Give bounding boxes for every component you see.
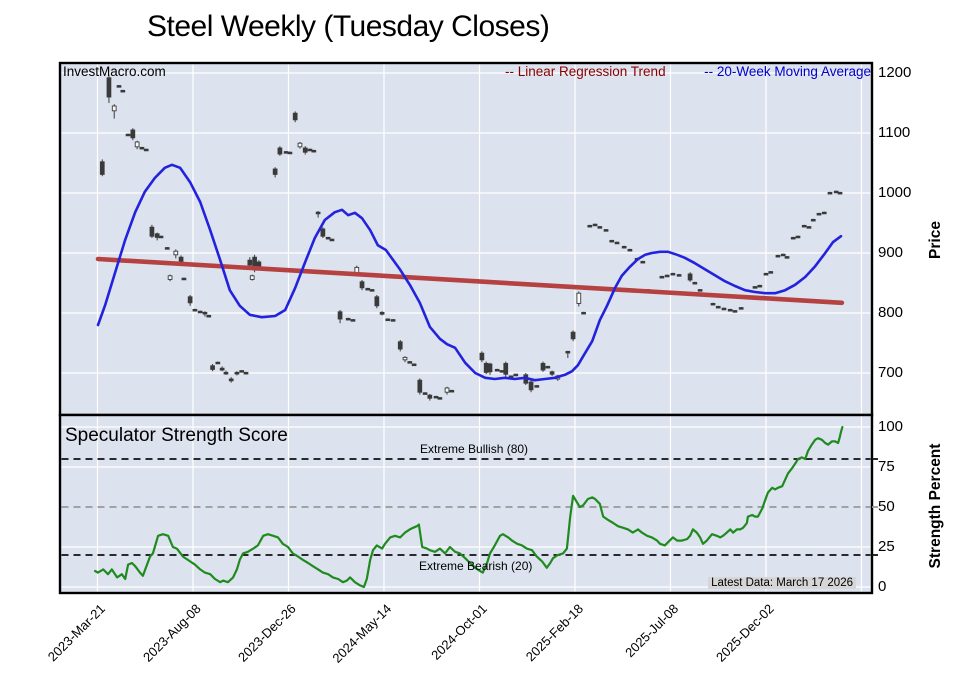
latest-data-label: Latest Data: March 17 2026 (708, 577, 856, 589)
price-tick-label: 1000 (878, 184, 912, 201)
price-tick-label: 1100 (878, 124, 911, 141)
strength-tick-label: 0 (878, 578, 887, 595)
extreme-bearish-label: Extreme Bearish (20) (419, 559, 533, 573)
legend-item-regression: -- Linear Regression Trend (505, 64, 666, 79)
price-tick-label: 1200 (878, 64, 912, 81)
strength-tick-label: 25 (878, 538, 895, 555)
strength-tick-label: 75 (878, 458, 895, 475)
strength-tick-label: 100 (878, 418, 904, 435)
watermark: InvestMacro.com (63, 64, 166, 79)
strength-axis-title: Strength Percent (927, 443, 944, 569)
legend-item-moving-average: -- 20-Week Moving Average (704, 64, 871, 79)
extreme-bullish-label: Extreme Bullish (80) (420, 442, 529, 456)
price-tick-label: 700 (878, 364, 904, 381)
price-axis-title: Price (927, 221, 944, 259)
price-tick-label: 900 (878, 244, 904, 261)
page-title: Steel Weekly (Tuesday Closes) (147, 10, 550, 43)
strength-panel-title: Speculator Strength Score (65, 425, 288, 446)
legend: -- Linear Regression Trend -- 20-Week Mo… (505, 64, 871, 79)
strength-tick-label: 50 (878, 498, 895, 515)
price-tick-label: 800 (878, 304, 904, 321)
